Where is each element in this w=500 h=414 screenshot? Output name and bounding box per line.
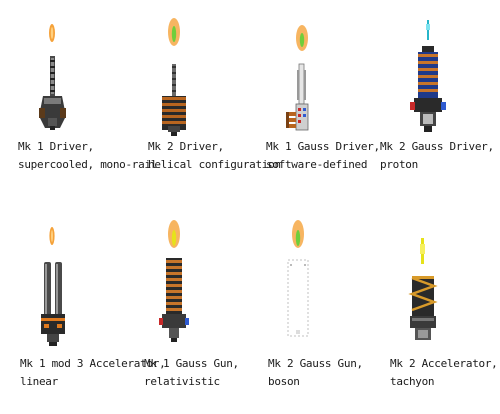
mk1-gauss-driver-sprite <box>286 25 309 131</box>
gun-body-icon <box>162 96 186 136</box>
weapon-label: Mk 2 Gauss Gun, boson <box>268 357 363 388</box>
gun-body-icon <box>408 276 438 340</box>
projectile-icon <box>296 25 308 51</box>
mk2-accelerator-sprite <box>408 238 438 340</box>
weapon-label: Mk 1 mod 3 Accelerator, linear <box>20 357 166 388</box>
weapon-label: Mk 2 Driver, helical configuration <box>148 140 281 171</box>
weapon-label: Mk 2 Gauss Driver, proton <box>380 140 494 171</box>
gun-body-icon <box>159 258 189 342</box>
projectile-icon <box>420 238 425 264</box>
projectile-icon <box>49 227 55 245</box>
projectile-icon <box>168 220 180 248</box>
mk1-gauss-gun-sprite <box>159 220 189 342</box>
gun-body-icon <box>410 46 446 132</box>
gun-body-icon <box>39 96 66 130</box>
projectile-icon <box>168 18 180 46</box>
projectile-icon <box>292 220 304 248</box>
weapon-label: Mk 2 Accelerator, tachyon <box>390 357 498 388</box>
projectile-icon <box>426 20 430 40</box>
gun-barrel-icon <box>44 262 62 318</box>
mk2-gauss-driver-sprite <box>410 20 446 132</box>
weapon-label: Mk 1 Gauss Gun, relativistic <box>144 357 239 388</box>
gun-barrel-icon <box>297 63 306 105</box>
gun-body-icon <box>41 314 65 346</box>
gun-barrel-icon <box>172 64 176 96</box>
mk2-gauss-gun-sprite <box>287 220 309 337</box>
weapon-label: Mk 1 Gauss Driver, software-defined <box>266 140 380 171</box>
mk1-mod3-accelerator-sprite <box>41 227 65 346</box>
mk2-driver-sprite <box>162 18 186 136</box>
weapon-label: Mk 1 Driver, supercooled, mono-rail <box>18 140 158 171</box>
mk1-driver-sprite <box>39 24 66 130</box>
gun-body-icon <box>286 103 309 131</box>
projectile-icon <box>49 24 55 42</box>
gun-body-icon <box>287 259 309 337</box>
gun-barrel-icon <box>50 56 55 96</box>
